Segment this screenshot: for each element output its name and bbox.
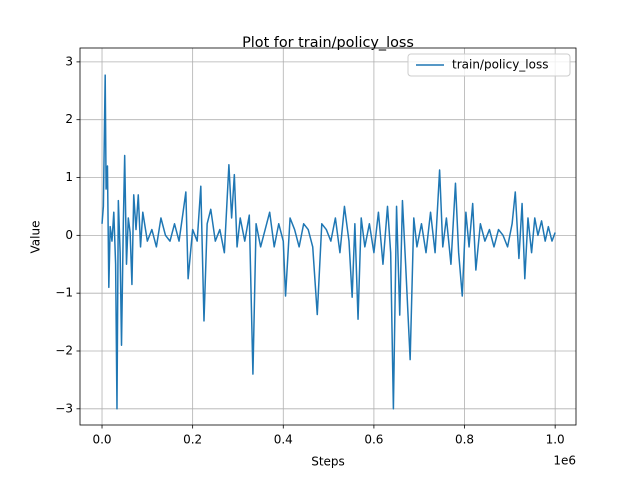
y-tick-label: −3 (55, 401, 73, 415)
y-tick-label: −1 (55, 286, 73, 300)
legend-box (407, 53, 571, 77)
x-tick-label: 0.6 (364, 433, 383, 447)
line-series (101, 74, 556, 410)
axes-frame (79, 47, 577, 426)
y-tick-label: 2 (65, 112, 73, 126)
x-tick-label: 0.4 (274, 433, 293, 447)
y-tick-label: 1 (65, 170, 73, 184)
x-tick-label: 0.0 (92, 433, 111, 447)
x-tick-label: 0.2 (183, 433, 202, 447)
chart-title: Plot for train/policy_loss (242, 35, 414, 51)
legend-label: train/policy_loss (452, 58, 548, 72)
y-tick-label: −2 (55, 343, 73, 357)
y-tick-label: 3 (65, 54, 73, 68)
y-axis-label: Value (29, 221, 43, 254)
x-axis-label: Steps (311, 455, 345, 469)
x-tick-label: 1.0 (546, 433, 565, 447)
x-tick-label: 0.8 (455, 433, 474, 447)
x-offset-label: 1e6 (553, 454, 576, 468)
y-tick-label: 0 (65, 228, 73, 242)
